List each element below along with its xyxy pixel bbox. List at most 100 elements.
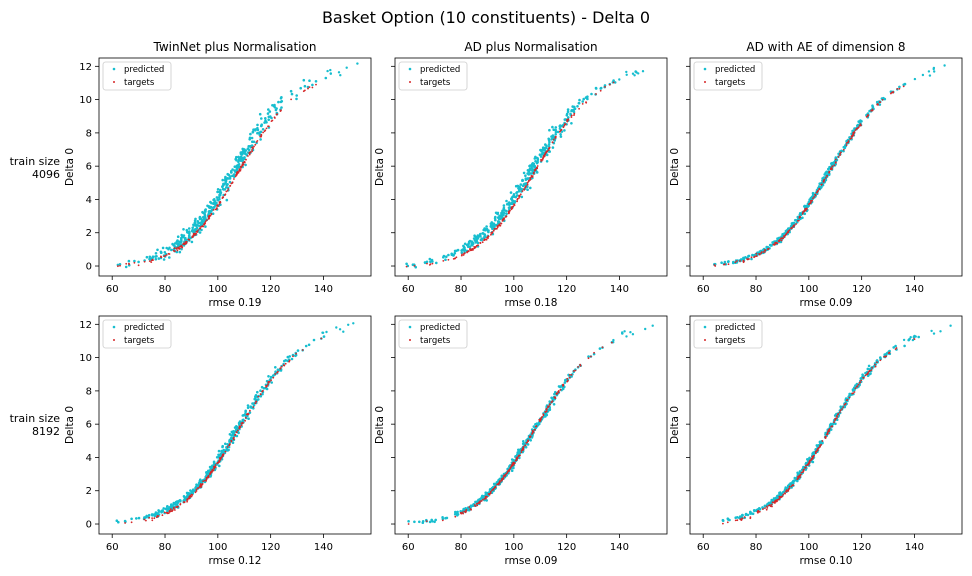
predicted-point (521, 179, 525, 182)
predicted-point (225, 183, 229, 187)
predicted-point (472, 237, 476, 240)
predicted-point (856, 124, 859, 127)
target-point (274, 373, 277, 375)
x-tick-label: 120 (261, 284, 280, 295)
target-point (228, 444, 231, 446)
target-point (851, 135, 854, 138)
target-point (798, 216, 801, 218)
predicted-point (516, 194, 519, 197)
target-point (501, 219, 504, 222)
predicted-point (827, 173, 831, 176)
y-axis-label-r0c0: Delta 0 (64, 148, 76, 186)
predicted-point (563, 381, 567, 384)
predicted-point (454, 510, 457, 514)
predicted-point (566, 108, 570, 111)
target-point (891, 91, 893, 94)
predicted-point (510, 196, 514, 199)
y-tick-label: 8 (86, 128, 92, 139)
target-point (265, 127, 268, 130)
target-point (219, 457, 221, 460)
predicted-point (529, 186, 532, 190)
predicted-point (526, 188, 529, 191)
target-point (529, 436, 531, 439)
predicted-point (545, 160, 549, 163)
target-point (205, 476, 208, 479)
target-point (233, 436, 235, 439)
predicted-point (198, 215, 202, 219)
x-tick-label: 120 (557, 542, 576, 553)
target-point (426, 262, 428, 265)
predicted-point (130, 517, 133, 521)
x-tick-label: 120 (557, 284, 576, 295)
target-point (513, 203, 515, 206)
target-point (830, 168, 832, 171)
target-point (199, 485, 201, 488)
target-point (284, 362, 287, 365)
target-point (487, 235, 490, 238)
target-point (799, 476, 801, 479)
target-point (153, 517, 156, 520)
predicted-point (479, 232, 482, 236)
row-label-top-line1: train size (9, 155, 60, 168)
predicted-point (565, 114, 569, 117)
predicted-point (150, 513, 154, 516)
target-point (804, 207, 807, 210)
target-point (170, 508, 172, 511)
predicted-point (431, 260, 434, 263)
target-point (874, 365, 877, 368)
predicted-point (198, 231, 202, 234)
predicted-point (456, 514, 459, 517)
predicted-point (326, 69, 329, 73)
target-point (502, 476, 505, 479)
target-point (127, 262, 130, 265)
predicted-point (612, 338, 615, 342)
target-point (612, 81, 615, 84)
target-point (749, 517, 752, 520)
target-point (217, 205, 220, 207)
predicted-point (166, 509, 169, 513)
predicted-point (137, 516, 141, 520)
predicted-point (917, 335, 920, 339)
target-point (879, 101, 882, 103)
target-point (807, 463, 810, 466)
target-point (813, 196, 816, 198)
target-point (242, 163, 245, 166)
target-point (570, 374, 573, 376)
x-tick-label: 100 (208, 542, 227, 553)
predicted-point (267, 115, 271, 119)
predicted-point (256, 126, 259, 130)
predicted-point (161, 246, 165, 250)
predicted-point (462, 244, 465, 248)
predicted-point (251, 131, 255, 134)
target-point (173, 247, 176, 250)
subplot-r0c0: TwinNet plus Normalisation 60 80 100 120 140 0… (64, 40, 372, 309)
target-point (463, 252, 466, 255)
target-point (475, 502, 478, 505)
predicted-point (471, 504, 475, 508)
predicted-point (566, 110, 570, 113)
subplot-r1c2: 60 80 100 120 140 rmse 0.10 Delta 0 predicted ta… (669, 315, 963, 567)
predicted-point (509, 191, 513, 194)
target-point (239, 168, 242, 170)
target-point (227, 188, 230, 190)
predicted-point (246, 406, 250, 410)
predicted-point (252, 407, 255, 410)
target-point (493, 486, 496, 489)
target-point (876, 103, 879, 106)
target-point (826, 175, 828, 177)
target-point (151, 259, 154, 261)
target-point (234, 433, 237, 436)
target-point (229, 185, 231, 187)
target-point (173, 250, 176, 253)
predicted-point (618, 78, 621, 81)
legend-marker-targets (113, 339, 115, 341)
predicted-point (224, 180, 228, 183)
predicted-point (263, 121, 266, 124)
target-point (497, 483, 500, 485)
legend-box (102, 61, 172, 91)
target-point (812, 456, 814, 459)
predicted-point (500, 213, 504, 216)
predicted-point (178, 240, 182, 244)
predicted-point (554, 128, 557, 132)
target-point (723, 263, 725, 266)
